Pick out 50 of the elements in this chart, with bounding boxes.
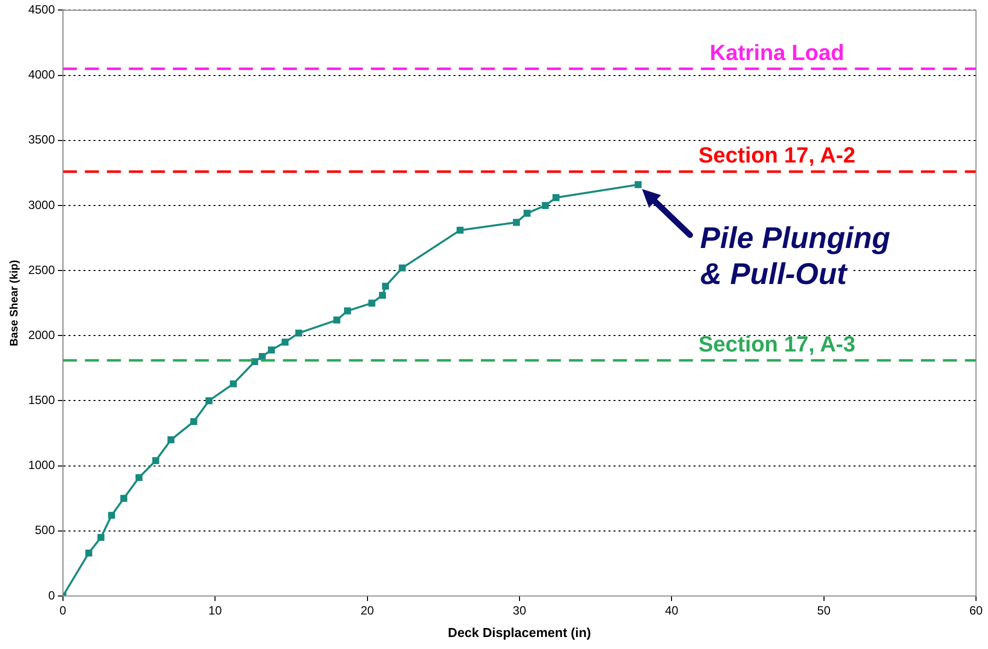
y-tick-label: 4500: [28, 2, 56, 17]
y-tick-label: 2000: [28, 328, 56, 342]
point: [167, 436, 174, 444]
point: [333, 316, 340, 324]
point: [190, 418, 198, 426]
x-tick-label: 0: [60, 604, 67, 618]
y-tick-label: 3000: [28, 198, 56, 212]
point: [634, 181, 642, 188]
x-tick-label: 10: [208, 604, 222, 618]
point: [552, 194, 560, 202]
point: [295, 330, 302, 337]
x-tick-label: 50: [817, 604, 831, 618]
point: [398, 264, 406, 272]
point: [542, 202, 549, 209]
point: [251, 358, 258, 366]
ref-line-label: Katrina Load: [710, 40, 844, 65]
point: [379, 292, 386, 299]
point: [268, 346, 275, 354]
point: [524, 210, 531, 217]
point: [456, 226, 464, 234]
y-tick-label: 0: [48, 588, 56, 602]
annotation: Pile Plunging & Pull-Out: [700, 222, 890, 291]
y-tick-label: 2500: [28, 262, 56, 277]
y-tick-label: 4000: [28, 68, 56, 82]
y-axis-title: Base Shear (kip): [8, 260, 21, 346]
x-tick-label: 60: [969, 604, 983, 618]
x-tick-label: 30: [512, 604, 526, 618]
x-tick-label: 20: [360, 604, 374, 618]
point: [258, 353, 266, 360]
point: [206, 397, 212, 404]
point: [382, 282, 389, 290]
point: [512, 218, 520, 226]
point: [368, 300, 376, 307]
point: [282, 338, 289, 346]
x-tick-label: 40: [664, 604, 679, 618]
point: [136, 474, 142, 482]
point: [97, 534, 104, 541]
point: [108, 512, 116, 519]
y-tick-label: 1500: [28, 393, 56, 408]
point: [344, 307, 351, 314]
ref-line-label: Section 17, A-3: [698, 331, 856, 356]
y-tick-label: 3500: [28, 132, 56, 147]
x-axis-title: Deck Displacement (in): [448, 624, 591, 640]
y-tick-label: 1000: [28, 458, 56, 472]
y-tick-label: 500: [34, 523, 56, 538]
point: [85, 550, 92, 557]
point: [120, 494, 128, 502]
point: [152, 457, 160, 464]
point: [230, 380, 237, 388]
ref-line-label: Section 17, A-2: [698, 142, 856, 168]
